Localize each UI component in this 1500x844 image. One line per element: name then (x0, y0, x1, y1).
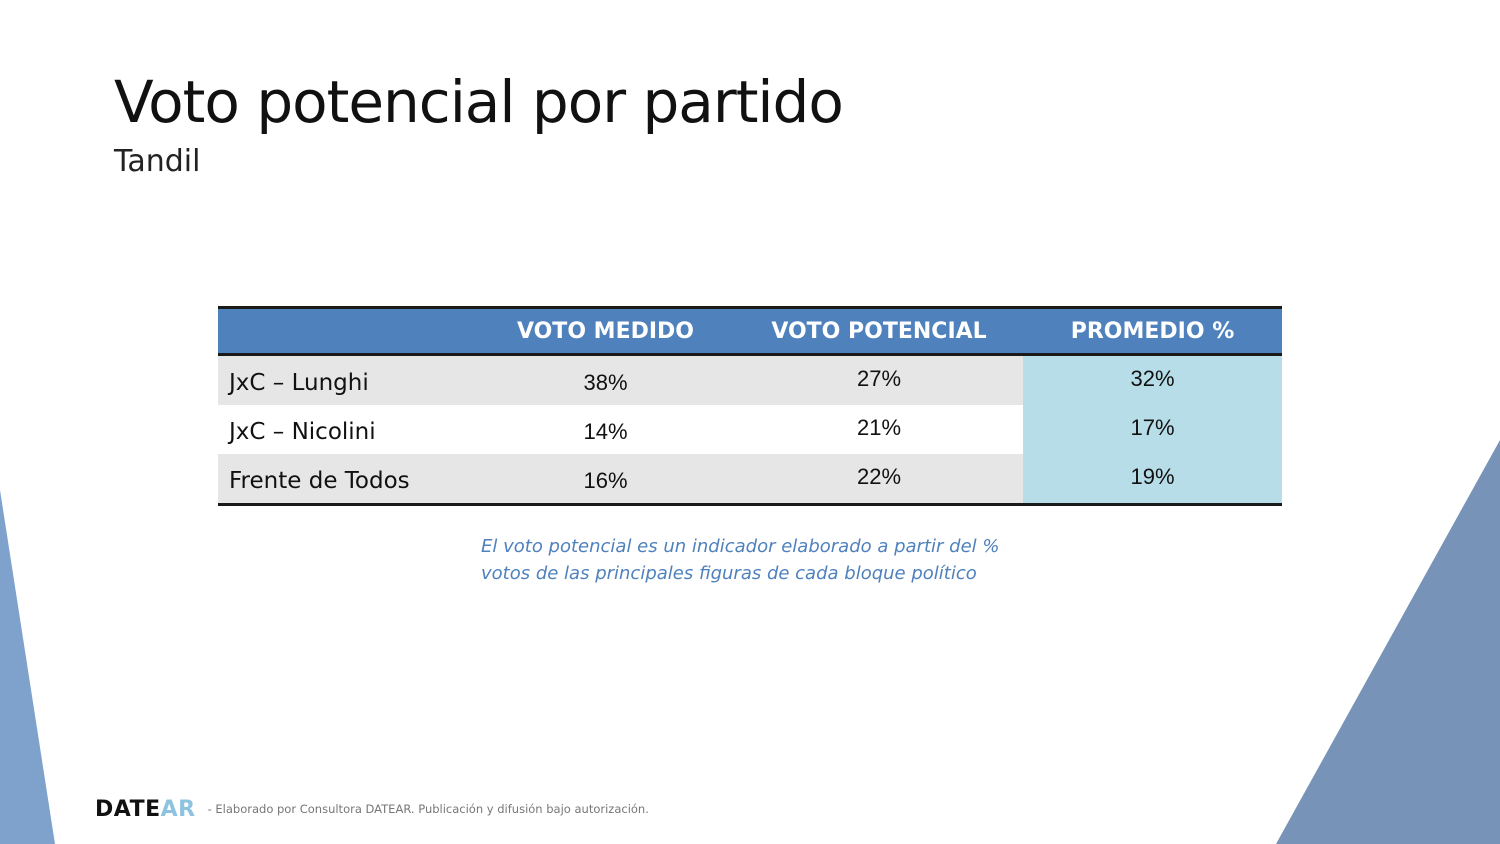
right-decorative-shape (1276, 440, 1500, 844)
footer: DATEAR - Elaborado por Consultora DATEAR… (95, 795, 649, 823)
voto-potencial-cell: 27% (735, 354, 1023, 405)
datear-logo: DATEAR (95, 797, 196, 822)
vote-table: VOTO MEDIDO VOTO POTENCIAL PROMEDIO % Jx… (218, 306, 1282, 506)
page-subtitle: Tandil (114, 144, 201, 179)
table-row: JxC – Lunghi 38% 27% 32% (218, 354, 1282, 405)
vote-table-container: VOTO MEDIDO VOTO POTENCIAL PROMEDIO % Jx… (218, 306, 1282, 506)
note-line-2: votos de las principales figuras de cada… (481, 563, 977, 584)
promedio-cell: 17% (1023, 405, 1282, 454)
party-name: JxC – Nicolini (218, 405, 476, 454)
promedio-cell: 19% (1023, 454, 1282, 505)
voto-potencial-cell: 21% (735, 405, 1023, 454)
promedio-cell: 32% (1023, 354, 1282, 405)
note-line-1: El voto potencial es un indicador elabor… (481, 536, 1000, 557)
logo-text-light: AR (160, 796, 196, 822)
header-voto-potencial: VOTO POTENCIAL (735, 307, 1023, 356)
party-name: JxC – Lunghi (218, 354, 476, 405)
table-row: JxC – Nicolini 14% 21% 17% (218, 405, 1282, 454)
voto-medido-cell: 16% (476, 454, 735, 505)
table-header-row: VOTO MEDIDO VOTO POTENCIAL PROMEDIO % (218, 307, 1282, 356)
footer-credit: - Elaborado por Consultora DATEAR. Publi… (207, 802, 649, 816)
logo-text-dark: DATE (95, 796, 161, 822)
voto-potencial-cell: 22% (735, 454, 1023, 505)
left-decorative-shape (0, 490, 55, 844)
table-row: Frente de Todos 16% 22% 19% (218, 454, 1282, 505)
party-name: Frente de Todos (218, 454, 476, 505)
methodology-note: El voto potencial es un indicador elabor… (481, 533, 1041, 587)
page-title: Voto potencial por partido (114, 68, 844, 136)
header-promedio: PROMEDIO % (1023, 307, 1282, 356)
voto-medido-cell: 14% (476, 405, 735, 454)
header-voto-medido: VOTO MEDIDO (476, 307, 735, 356)
voto-medido-cell: 38% (476, 354, 735, 405)
header-party (218, 307, 476, 356)
